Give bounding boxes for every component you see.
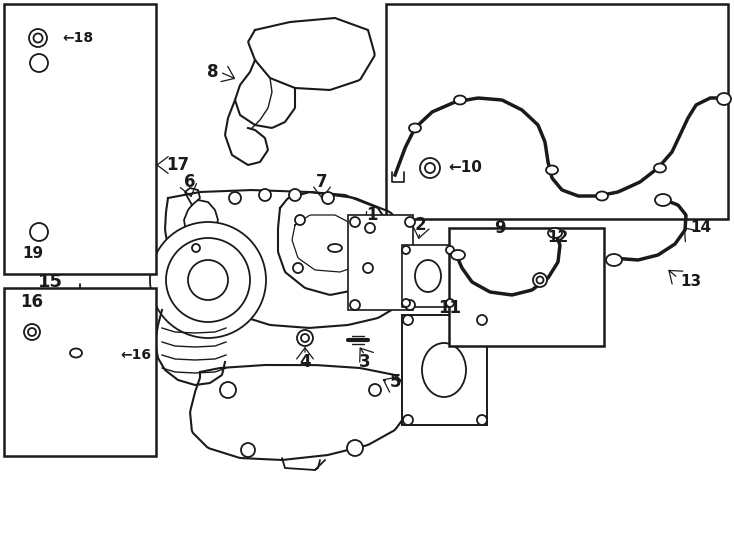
Text: 7: 7 xyxy=(316,173,328,191)
Circle shape xyxy=(403,415,413,425)
Ellipse shape xyxy=(409,124,421,132)
Text: 1: 1 xyxy=(366,206,378,224)
Ellipse shape xyxy=(451,250,465,260)
Circle shape xyxy=(446,299,454,307)
Ellipse shape xyxy=(717,93,731,105)
Circle shape xyxy=(259,189,271,201)
Circle shape xyxy=(229,192,241,204)
Text: ←10: ←10 xyxy=(448,160,482,176)
Ellipse shape xyxy=(70,348,82,357)
Bar xyxy=(386,4,728,219)
Ellipse shape xyxy=(454,96,466,105)
Circle shape xyxy=(192,244,200,252)
Text: 13: 13 xyxy=(680,274,701,289)
Ellipse shape xyxy=(548,228,562,238)
Bar xyxy=(4,4,156,274)
Text: 8: 8 xyxy=(206,63,218,81)
Circle shape xyxy=(293,263,303,273)
Ellipse shape xyxy=(34,33,43,43)
Circle shape xyxy=(403,315,413,325)
Text: 2: 2 xyxy=(414,216,426,234)
Circle shape xyxy=(347,440,363,456)
Bar xyxy=(449,228,604,346)
Text: 4: 4 xyxy=(299,353,310,371)
Bar xyxy=(4,288,156,456)
Circle shape xyxy=(297,330,313,346)
Ellipse shape xyxy=(422,343,466,397)
Circle shape xyxy=(350,300,360,310)
Circle shape xyxy=(446,246,454,254)
Text: ←18: ←18 xyxy=(62,31,93,45)
Text: 14: 14 xyxy=(690,220,711,235)
Circle shape xyxy=(241,443,255,457)
Bar xyxy=(348,215,413,310)
Text: 12: 12 xyxy=(548,231,569,246)
Ellipse shape xyxy=(24,324,40,340)
Circle shape xyxy=(405,300,415,310)
Circle shape xyxy=(402,246,410,254)
Text: 16: 16 xyxy=(21,293,43,311)
Ellipse shape xyxy=(606,254,622,266)
Ellipse shape xyxy=(415,260,441,292)
Text: 5: 5 xyxy=(390,373,401,391)
Circle shape xyxy=(477,415,487,425)
Circle shape xyxy=(405,217,415,227)
Circle shape xyxy=(350,217,360,227)
Text: 3: 3 xyxy=(359,353,371,371)
Ellipse shape xyxy=(30,223,48,241)
Text: 9: 9 xyxy=(494,219,506,237)
Circle shape xyxy=(477,315,487,325)
Ellipse shape xyxy=(546,165,558,174)
Circle shape xyxy=(363,263,373,273)
Circle shape xyxy=(295,215,305,225)
Ellipse shape xyxy=(654,164,666,172)
Circle shape xyxy=(402,299,410,307)
Ellipse shape xyxy=(28,328,36,336)
Text: 17: 17 xyxy=(166,156,189,174)
Circle shape xyxy=(301,334,309,342)
Text: 6: 6 xyxy=(184,173,196,191)
Ellipse shape xyxy=(29,29,47,47)
Circle shape xyxy=(188,260,228,300)
Circle shape xyxy=(369,384,381,396)
Circle shape xyxy=(289,189,301,201)
Circle shape xyxy=(220,382,236,398)
Ellipse shape xyxy=(596,192,608,200)
Text: ←16: ←16 xyxy=(120,348,151,362)
Circle shape xyxy=(365,223,375,233)
Ellipse shape xyxy=(420,158,440,178)
Bar xyxy=(402,315,487,425)
Ellipse shape xyxy=(30,54,48,72)
Ellipse shape xyxy=(533,273,547,287)
Ellipse shape xyxy=(328,244,342,252)
Text: 15: 15 xyxy=(37,273,62,291)
Ellipse shape xyxy=(655,194,671,206)
Bar xyxy=(402,245,454,307)
Ellipse shape xyxy=(537,276,543,284)
Circle shape xyxy=(322,192,334,204)
Circle shape xyxy=(150,222,266,338)
Ellipse shape xyxy=(425,163,435,173)
Text: 11: 11 xyxy=(438,299,462,317)
Circle shape xyxy=(166,238,250,322)
Text: 19: 19 xyxy=(22,246,43,260)
